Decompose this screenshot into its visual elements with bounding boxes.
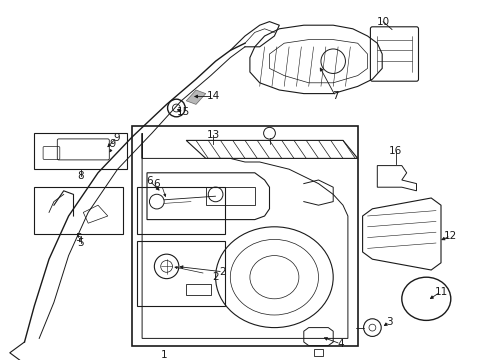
Text: 1: 1 [161,350,168,360]
Text: 11: 11 [434,287,448,297]
Text: 5: 5 [77,238,84,248]
Text: 6: 6 [146,176,153,186]
Text: 12: 12 [444,231,458,241]
Text: 6: 6 [153,179,160,189]
Text: 2: 2 [220,267,226,277]
Text: 14: 14 [206,91,220,102]
Text: 4: 4 [337,339,344,349]
Text: 8: 8 [77,171,84,181]
Text: 2: 2 [212,272,219,282]
Text: 13: 13 [206,130,220,140]
Text: 10: 10 [377,17,390,27]
Polygon shape [186,90,206,104]
Text: 15: 15 [177,107,191,117]
Text: 9: 9 [110,139,116,149]
Text: 3: 3 [386,317,393,327]
Text: 5: 5 [75,233,82,243]
Text: 7: 7 [332,91,339,102]
Text: 16: 16 [389,146,403,156]
Text: 9: 9 [113,132,120,143]
